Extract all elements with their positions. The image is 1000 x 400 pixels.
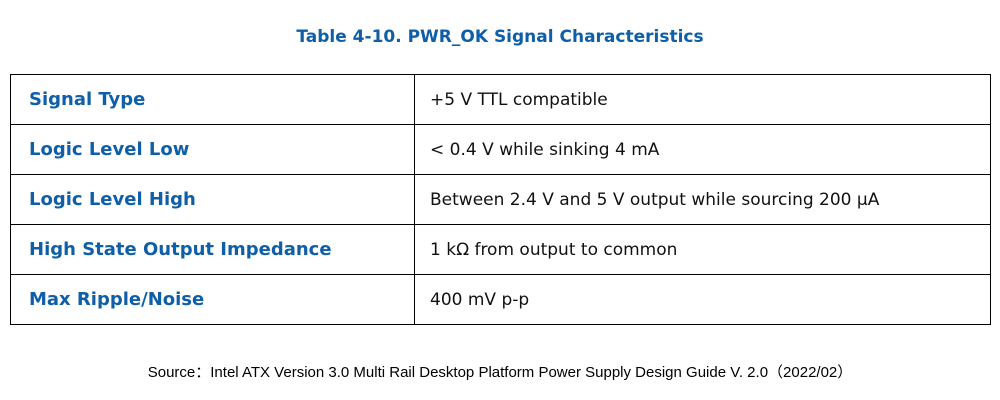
row-value: Between 2.4 V and 5 V output while sourc… — [414, 174, 991, 225]
row-label: Logic Level Low — [10, 124, 415, 175]
table-row: Logic Level High Between 2.4 V and 5 V o… — [10, 174, 991, 225]
table-title: Table 4-10. PWR_OK Signal Characteristic… — [296, 27, 704, 47]
row-label: Signal Type — [10, 74, 415, 125]
row-label: Logic Level High — [10, 174, 415, 225]
row-value: < 0.4 V while sinking 4 mA — [414, 124, 991, 175]
row-label: High State Output Impedance — [10, 224, 415, 275]
row-label: Max Ripple/Noise — [10, 274, 415, 325]
table-row: Signal Type +5 V TTL compatible — [10, 74, 991, 125]
table-row: Max Ripple/Noise 400 mV p-p — [10, 274, 991, 325]
signal-characteristics-table: Signal Type +5 V TTL compatible Logic Le… — [10, 74, 991, 325]
table-row: Logic Level Low < 0.4 V while sinking 4 … — [10, 124, 991, 175]
row-value: 400 mV p-p — [414, 274, 991, 325]
table-row: High State Output Impedance 1 kΩ from ou… — [10, 224, 991, 275]
row-value: +5 V TTL compatible — [414, 74, 991, 125]
source-caption: Source：Intel ATX Version 3.0 Multi Rail … — [147, 364, 853, 381]
row-value: 1 kΩ from output to common — [414, 224, 991, 275]
